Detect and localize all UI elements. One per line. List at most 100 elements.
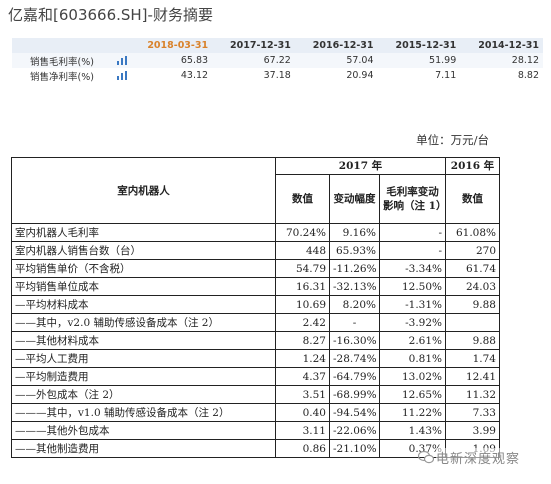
summary-cell: 67.22	[212, 53, 295, 68]
value-2016: 3.99	[445, 421, 500, 440]
table-row: ——外包成本（注 2） 3.51 -68.99% 12.65% 11.32	[11, 385, 500, 404]
row-name: 室内机器人销售台数（台）	[11, 241, 276, 260]
summary-cell: 51.99	[377, 53, 461, 68]
page-title: 亿嘉和[603666.SH]-财务摘要	[8, 6, 213, 24]
summary-row-label: 销售毛利率(%)	[12, 53, 116, 68]
row-name: ——其中，v2.0 辅助传感设备成本（注 2）	[11, 313, 276, 332]
summary-corner	[12, 38, 116, 53]
value-2017: 4.37	[275, 367, 330, 386]
table-row: ——其他材料成本 8.27 -16.30% 2.61% 9.88	[11, 331, 500, 350]
detail-header-row: 室内机器人 2017 年 2016 年	[11, 157, 500, 224]
table-row: ———其中，v1.0 辅助传感设备成本（注 2） 0.40 -94.54% 11.22…	[11, 403, 500, 422]
summary-header-row: 2018-03-31 2017-12-31 2016-12-31 2015-12…	[12, 38, 543, 53]
impact-2017: 12.50%	[379, 277, 446, 296]
value-2016	[445, 313, 500, 332]
change-2017: -32.13%	[329, 277, 380, 296]
summary-cell: 37.18	[212, 68, 295, 83]
summary-col-header[interactable]: 2014-12-31	[460, 38, 543, 53]
summary-cell: 7.11	[377, 68, 461, 83]
summary-icon-header	[115, 38, 130, 53]
value-2017: 8.27	[275, 331, 330, 350]
group-header-2017: 2017 年	[275, 157, 446, 175]
summary-cell: 28.12	[460, 53, 543, 68]
table-row: —平均制造费用 4.37 -64.79% 13.02% 12.41	[11, 367, 500, 386]
change-2017: 8.20%	[329, 295, 380, 314]
value-2016: 270	[445, 241, 500, 260]
change-2017: -94.54%	[329, 403, 380, 422]
summary-col-header[interactable]: 2016-12-31	[294, 38, 378, 53]
change-2017: -11.26%	[329, 259, 380, 278]
value-2016: 11.32	[445, 385, 500, 404]
change-2017: -22.06%	[329, 421, 380, 440]
value-2016: 1.74	[445, 349, 500, 368]
table-row: 室内机器人销售台数（台） 448 65.93% -270	[11, 241, 500, 260]
change-2017: 65.93%	[329, 241, 380, 260]
value-2017: 0.86	[275, 439, 330, 458]
bar-chart-icon[interactable]	[115, 53, 130, 68]
indoor-robot-cost-table: 室内机器人 2017 年 2016 年 数值 变动幅度 毛利率变动影响（注 1）…	[11, 157, 500, 458]
financial-summary-table: 2018-03-31 2017-12-31 2016-12-31 2015-12…	[12, 38, 543, 83]
row-name: 室内机器人毛利率	[11, 223, 276, 242]
summary-col-header[interactable]: 2017-12-31	[212, 38, 295, 53]
row-name: 平均销售单位成本	[11, 277, 276, 296]
unit-label: 单位：万元/台	[416, 133, 489, 147]
value-2016: 12.41	[445, 367, 500, 386]
impact-2017: 11.22%	[379, 403, 446, 422]
table-row: 室内机器人毛利率 70.24% 9.16% -61.08%	[11, 223, 500, 242]
summary-row: 销售净利率(%) 43.12 37.18 20.94 7.11 8.82	[12, 68, 543, 83]
impact-2017: 1.43%	[379, 421, 446, 440]
value-2016: 9.88	[445, 295, 500, 314]
row-name: ——外包成本（注 2）	[11, 385, 276, 404]
impact-2017: -1.31%	[379, 295, 446, 314]
value-2016: 9.88	[445, 331, 500, 350]
change-2017: -16.30%	[329, 331, 380, 350]
impact-2017: 0.81%	[379, 349, 446, 368]
value-2016: 61.08%	[445, 223, 500, 242]
row-name: —平均人工费用	[11, 349, 276, 368]
row-name: ——其他材料成本	[11, 331, 276, 350]
value-2017: 3.11	[275, 421, 330, 440]
row-name: 平均销售单价（不含税）	[11, 259, 276, 278]
row-name: ——其他制造费用	[11, 439, 276, 458]
impact-2017: -	[379, 223, 446, 242]
change-2017: -68.99%	[329, 385, 380, 404]
summary-row: 销售毛利率(%) 65.83 67.22 57.04 51.99 28.12	[12, 53, 543, 68]
change-2017: -	[329, 313, 380, 332]
summary-col-header[interactable]: 2015-12-31	[377, 38, 461, 53]
table-row: ——其中，v2.0 辅助传感设备成本（注 2） 2.42- -3.92%	[11, 313, 500, 332]
impact-2017: 2.61%	[379, 331, 446, 350]
summary-cell: 20.94	[294, 68, 378, 83]
row-name: ———其他外包成本	[11, 421, 276, 440]
summary-cell: 8.82	[460, 68, 543, 83]
impact-2017: 0.37%	[379, 439, 446, 458]
table-row: 平均销售单价（不含税） 54.79 -11.26% -3.34% 61.74	[11, 259, 500, 278]
table-row: 平均销售单位成本 16.31 -32.13% 12.50% 24.03	[11, 277, 500, 296]
value-2017: 2.42	[275, 313, 330, 332]
wechat-icon	[418, 450, 434, 464]
impact-2017: -	[379, 241, 446, 260]
table-row: ———其他外包成本 3.11 -22.06% 1.43% 3.99	[11, 421, 500, 440]
value-2017: 3.51	[275, 385, 330, 404]
value-2017: 448	[275, 241, 330, 260]
summary-cell: 65.83	[129, 53, 213, 68]
value-2016: 7.33	[445, 403, 500, 422]
col-header-value-2016: 数值	[445, 174, 500, 224]
value-2017: 70.24%	[275, 223, 330, 242]
table-row: —平均人工费用 1.24 -28.74% 0.81% 1.74	[11, 349, 500, 368]
value-2017: 54.79	[275, 259, 330, 278]
summary-col-header[interactable]: 2018-03-31	[129, 38, 213, 53]
col-header-change: 变动幅度	[329, 174, 380, 224]
summary-cell: 43.12	[129, 68, 213, 83]
watermark: 电新深度观察	[436, 448, 521, 467]
row-name: ———其中，v1.0 辅助传感设备成本（注 2）	[11, 403, 276, 422]
row-name: —平均材料成本	[11, 295, 276, 314]
change-2017: -28.74%	[329, 349, 380, 368]
value-2017: 16.31	[275, 277, 330, 296]
col-header-value: 数值	[275, 174, 330, 224]
summary-cell: 57.04	[294, 53, 378, 68]
value-2016: 24.03	[445, 277, 500, 296]
impact-2017: -3.92%	[379, 313, 446, 332]
row-name: —平均制造费用	[11, 367, 276, 386]
impact-2017: 13.02%	[379, 367, 446, 386]
bar-chart-icon[interactable]	[115, 68, 130, 83]
